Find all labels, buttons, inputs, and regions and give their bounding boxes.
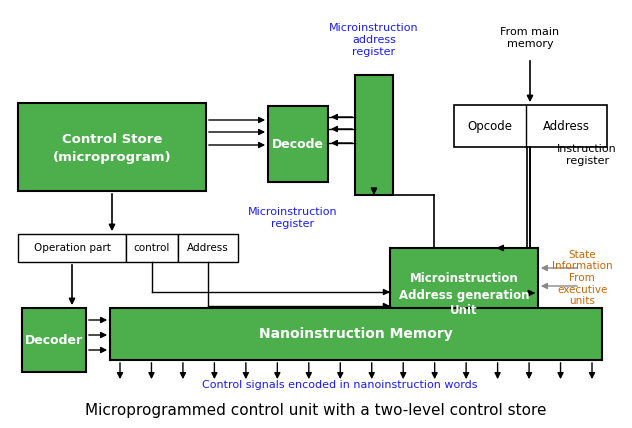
Text: Address: Address xyxy=(542,119,590,133)
Text: Address: Address xyxy=(187,243,229,253)
Bar xyxy=(18,234,126,262)
Text: Control Store: Control Store xyxy=(62,133,162,146)
Text: Operation part: Operation part xyxy=(33,243,111,253)
Text: Microinstruction: Microinstruction xyxy=(410,273,518,285)
Text: Address generation: Address generation xyxy=(399,288,529,301)
Text: control: control xyxy=(134,243,170,253)
Text: From main
memory: From main memory xyxy=(501,27,559,49)
Text: Control signals encoded in nanoinstruction words: Control signals encoded in nanoinstructi… xyxy=(202,380,478,390)
Bar xyxy=(126,234,178,262)
Text: State
Information
From
executive
units: State Information From executive units xyxy=(552,250,612,306)
Bar xyxy=(390,248,538,338)
Bar xyxy=(178,234,238,262)
Bar xyxy=(18,103,206,191)
Text: Microinstruction
address
register: Microinstruction address register xyxy=(329,24,419,56)
Text: Instruction
register: Instruction register xyxy=(557,144,617,166)
Text: Microprogrammed control unit with a two-level control store: Microprogrammed control unit with a two-… xyxy=(85,402,547,417)
Text: (microprogram): (microprogram) xyxy=(52,151,171,163)
Text: Decoder: Decoder xyxy=(25,333,83,347)
Text: Nanoinstruction Memory: Nanoinstruction Memory xyxy=(259,327,453,341)
Text: Unit: Unit xyxy=(450,304,478,318)
Text: Decode: Decode xyxy=(272,137,324,151)
Bar xyxy=(110,308,602,360)
Bar xyxy=(268,106,328,182)
Bar xyxy=(22,308,86,372)
Bar xyxy=(355,75,393,195)
Text: Microinstruction
register: Microinstruction register xyxy=(248,207,337,229)
Bar xyxy=(454,105,607,147)
Text: Opcode: Opcode xyxy=(468,119,513,133)
